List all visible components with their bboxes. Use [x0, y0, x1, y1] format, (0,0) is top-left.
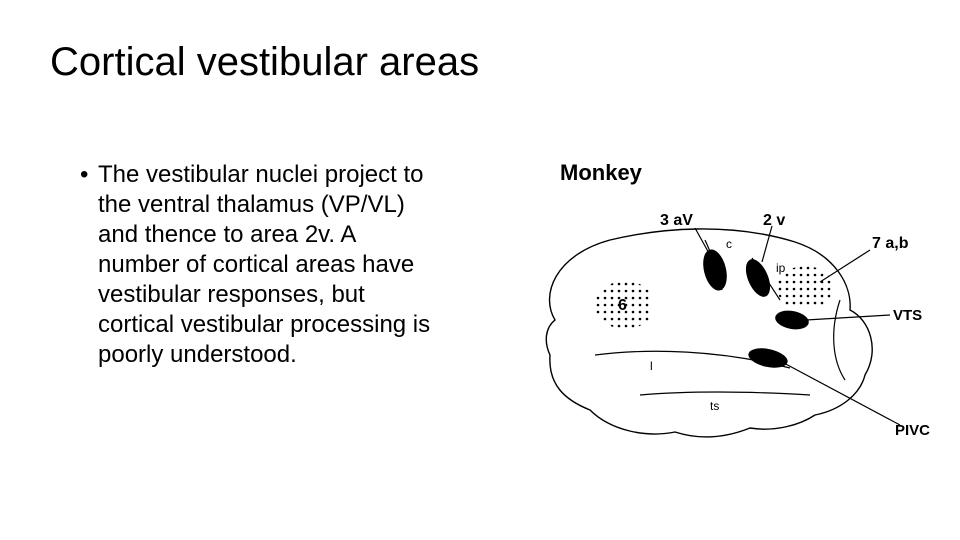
label-l: l	[650, 359, 653, 373]
leader-7ab	[820, 250, 870, 282]
figure-caption: Monkey	[560, 160, 642, 186]
label-3av: 3 aV	[660, 212, 693, 229]
area-7-dots	[779, 267, 831, 305]
sulcus-occ	[834, 300, 845, 380]
leader-vts	[806, 315, 890, 320]
label-ts: ts	[710, 399, 719, 413]
label-vts: VTS	[893, 307, 922, 324]
sulcus-ts	[640, 392, 810, 395]
bullet-marker: •	[80, 160, 98, 370]
label-2v: 2 v	[763, 212, 785, 229]
body-text-block: • The vestibular nuclei project to the v…	[80, 160, 440, 370]
leader-3av	[695, 228, 710, 255]
label-c: c	[726, 237, 732, 251]
ellipse-3av	[699, 247, 731, 293]
bullet-item: • The vestibular nuclei project to the v…	[80, 160, 440, 370]
label-7ab: 7 a,b	[872, 235, 909, 252]
bullet-text: The vestibular nuclei project to the ven…	[98, 160, 440, 370]
label-6: 6	[618, 297, 627, 314]
label-ip: ip	[776, 261, 786, 275]
slide: Cortical vestibular areas • The vestibul…	[0, 0, 960, 540]
leader-2v	[762, 226, 772, 262]
ellipse-vts	[774, 308, 811, 332]
ellipse-pivc	[747, 345, 790, 371]
brain-diagram: 3 aV 2 v 7 a,b 6 VTS PIVC c ip l ts	[500, 200, 930, 460]
ellipse-2v	[741, 256, 775, 301]
slide-title: Cortical vestibular areas	[50, 40, 479, 85]
label-pivc: PIVC	[895, 422, 930, 439]
